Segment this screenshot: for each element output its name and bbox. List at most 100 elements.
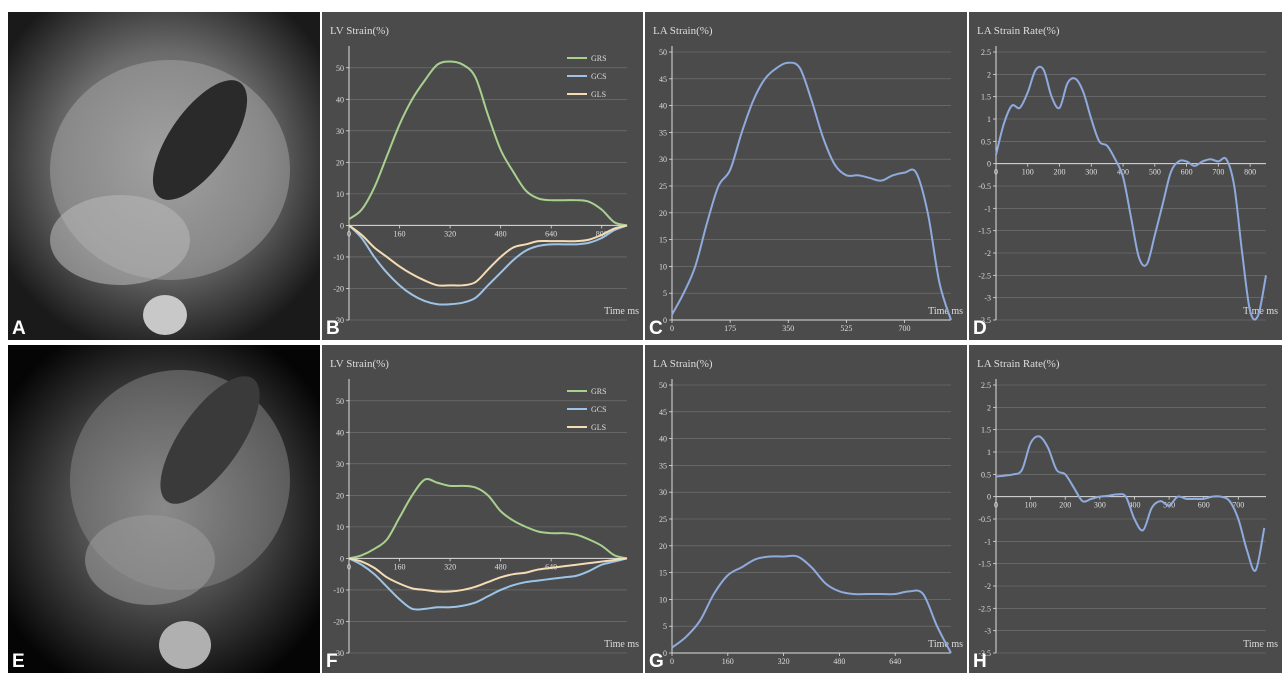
x-tick-label: 480 xyxy=(495,229,507,238)
y-tick-label: -0.5 xyxy=(978,182,991,191)
y-tick-label: 25 xyxy=(659,515,667,524)
panel-label: B xyxy=(326,318,340,339)
x-axis-label: Time ms xyxy=(604,306,639,317)
y-tick-label: 50 xyxy=(336,397,344,406)
y-tick-label: 20 xyxy=(659,209,667,218)
legend-label: GRS xyxy=(591,54,607,63)
y-tick-label: 20 xyxy=(336,491,344,500)
y-tick-label: 20 xyxy=(336,158,344,167)
x-tick-label: 200 xyxy=(1059,501,1071,510)
x-axis-label: Time ms xyxy=(604,639,639,650)
x-tick-label: 0 xyxy=(994,501,998,510)
panel-label: E xyxy=(12,651,25,672)
y-tick-label: -2 xyxy=(984,249,991,258)
x-tick-label: 320 xyxy=(444,229,456,238)
mri-image: A xyxy=(8,12,320,340)
x-tick-label: 640 xyxy=(545,229,557,238)
x-tick-label: 0 xyxy=(994,168,998,177)
y-tick-label: -10 xyxy=(333,586,344,595)
y-tick-label: -2.5 xyxy=(978,271,991,280)
panel-label: C xyxy=(649,318,663,339)
y-tick-label: 0 xyxy=(340,554,344,563)
legend-label: GLS xyxy=(591,90,606,99)
mri-image: E xyxy=(8,345,320,673)
y-tick-label: 40 xyxy=(336,95,344,104)
x-tick-label: 0 xyxy=(347,562,351,571)
x-tick-label: 320 xyxy=(444,562,456,571)
y-tick-label: 1.5 xyxy=(981,426,991,435)
panel-background xyxy=(645,345,967,673)
y-tick-label: 1 xyxy=(987,115,991,124)
x-axis-label: Time ms xyxy=(1243,639,1278,650)
y-tick-label: 40 xyxy=(659,435,667,444)
x-tick-label: 160 xyxy=(394,229,406,238)
x-tick-label: 600 xyxy=(1181,168,1193,177)
y-tick-label: 0 xyxy=(663,316,667,325)
legend-label: GRS xyxy=(591,387,607,396)
y-tick-label: 2 xyxy=(987,70,991,79)
y-tick-label: 20 xyxy=(659,542,667,551)
y-tick-label: 5 xyxy=(663,622,667,631)
x-tick-label: 0 xyxy=(670,657,674,666)
y-tick-label: 1.5 xyxy=(981,93,991,102)
y-tick-label: 10 xyxy=(659,262,667,271)
y-tick-label: 30 xyxy=(659,155,667,164)
x-tick-label: 200 xyxy=(1054,168,1066,177)
y-tick-label: 1 xyxy=(987,448,991,457)
chart-title: LA Strain(%) xyxy=(653,25,713,37)
y-tick-label: -2 xyxy=(984,582,991,591)
chart-title: LV Strain(%) xyxy=(330,25,389,37)
panel-label: F xyxy=(326,651,338,672)
y-tick-label: 35 xyxy=(659,461,667,470)
y-tick-label: -1 xyxy=(984,537,991,546)
y-tick-label: 2.5 xyxy=(981,48,991,57)
y-tick-label: 0.5 xyxy=(981,470,991,479)
y-tick-label: 40 xyxy=(336,428,344,437)
y-tick-label: 50 xyxy=(659,381,667,390)
x-tick-label: 0 xyxy=(670,324,674,333)
x-tick-label: 0 xyxy=(347,229,351,238)
x-tick-label: 800 xyxy=(1244,168,1256,177)
x-tick-label: 350 xyxy=(782,324,794,333)
panel-label: H xyxy=(973,651,987,672)
chart-title: LA Strain Rate(%) xyxy=(977,25,1060,37)
x-tick-label: 175 xyxy=(724,324,736,333)
y-tick-label: 10 xyxy=(336,523,344,532)
y-tick-label: -1.5 xyxy=(978,560,991,569)
y-tick-label: -20 xyxy=(333,617,344,626)
y-tick-label: 40 xyxy=(659,102,667,111)
panel-label: G xyxy=(649,651,664,672)
y-tick-label: 15 xyxy=(659,236,667,245)
y-tick-label: 45 xyxy=(659,75,667,84)
y-tick-label: -1 xyxy=(984,204,991,213)
y-tick-label: 35 xyxy=(659,128,667,137)
x-axis-label: Time ms xyxy=(928,306,963,317)
chart-title: LA Strain(%) xyxy=(653,358,713,370)
y-tick-label: -20 xyxy=(333,284,344,293)
legend-label: GCS xyxy=(591,72,607,81)
x-tick-label: 480 xyxy=(833,657,845,666)
x-tick-label: 600 xyxy=(1198,501,1210,510)
y-tick-label: 25 xyxy=(659,182,667,191)
y-tick-label: 10 xyxy=(336,190,344,199)
chart-panel: LA Strain Rate(%)-3.5-3-2.5-2-1.5-1-0.50… xyxy=(969,12,1282,340)
y-tick-label: 50 xyxy=(659,48,667,57)
y-tick-label: 0 xyxy=(340,221,344,230)
x-tick-label: 160 xyxy=(722,657,734,666)
x-tick-label: 100 xyxy=(1025,501,1037,510)
x-tick-label: 320 xyxy=(778,657,790,666)
x-tick-label: 700 xyxy=(899,324,911,333)
y-tick-label: -0.5 xyxy=(978,515,991,524)
x-tick-label: 300 xyxy=(1094,501,1106,510)
y-tick-label: -3 xyxy=(984,294,991,303)
x-tick-label: 525 xyxy=(840,324,852,333)
x-tick-label: 480 xyxy=(495,562,507,571)
chart-title: LV Strain(%) xyxy=(330,358,389,370)
x-tick-label: 300 xyxy=(1085,168,1097,177)
y-tick-label: -2.5 xyxy=(978,604,991,613)
y-tick-label: 0 xyxy=(987,160,991,169)
x-tick-label: 640 xyxy=(889,657,901,666)
y-tick-label: -10 xyxy=(333,253,344,262)
